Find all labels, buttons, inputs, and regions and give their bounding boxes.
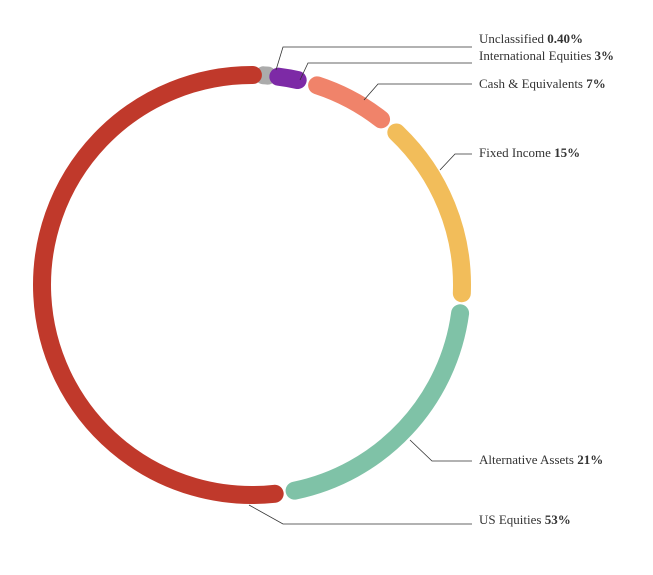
- slice-percent: 21%: [577, 452, 603, 467]
- slice-label-international-equities: International Equities 3%: [479, 48, 614, 63]
- slice-us-equities: [33, 65, 284, 504]
- slice-label-fixed-income: Fixed Income 15%: [479, 145, 580, 160]
- slice-label-alternative-assets: Alternative Assets 21%: [479, 452, 603, 467]
- slice-percent: 53%: [545, 512, 571, 527]
- slice-name: International Equities: [479, 48, 595, 63]
- leader-line-international-equities: [299, 62, 472, 81]
- leader-line-cash-and-equivalents: [363, 83, 472, 101]
- slice-percent: 3%: [595, 48, 615, 63]
- slice-label-cash-and-equivalents: Cash & Equivalents 7%: [479, 76, 606, 91]
- leader-line-unclassified: [275, 46, 472, 71]
- slice-alternative-assets: [285, 304, 470, 500]
- slice-percent: 0.40%: [547, 31, 583, 46]
- slice-label-us-equities: US Equities 53%: [479, 512, 571, 527]
- slice-international-equities: [269, 67, 307, 90]
- slice-labels: Unclassified 0.40% International Equities…: [479, 31, 614, 527]
- leader-lines: [248, 46, 472, 525]
- leader-line-us-equities: [248, 504, 472, 525]
- slice-percent: 15%: [554, 145, 580, 160]
- slice-name: Alternative Assets: [479, 452, 577, 467]
- slice-name: Cash & Equivalents: [479, 76, 586, 91]
- slice-cash-and-equivalents: [308, 76, 391, 129]
- slice-label-unclassified: Unclassified 0.40%: [479, 31, 583, 46]
- ring-segments: [33, 65, 471, 504]
- leader-line-fixed-income: [439, 153, 472, 171]
- leader-line-alternative-assets: [409, 439, 472, 462]
- slice-percent: 7%: [586, 76, 606, 91]
- slice-name: Unclassified: [479, 31, 547, 46]
- slice-name: US Equities: [479, 512, 545, 527]
- slice-name: Fixed Income: [479, 145, 554, 160]
- slice-fixed-income: [387, 123, 471, 303]
